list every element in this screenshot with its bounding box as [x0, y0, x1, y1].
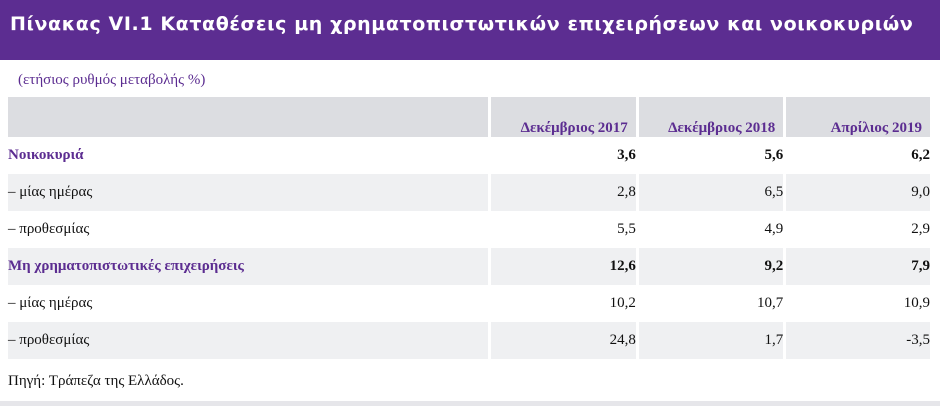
- table-row: – προθεσμίας 5,5 4,9 2,9: [8, 211, 930, 248]
- column-header-dec-2017: Δεκέμβριος 2017: [488, 97, 636, 137]
- cell-value: 7,9: [783, 248, 930, 285]
- table-row: Νοικοκυριά 3,6 5,6 6,2: [8, 137, 930, 174]
- row-label: – μίας ημέρας: [8, 295, 93, 311]
- row-label: – προθεσμίας: [8, 221, 90, 237]
- table-subtitle: (ετήσιος ρυθμός μεταβολής %): [18, 72, 206, 88]
- cell-value: 12,6: [488, 248, 636, 285]
- row-label: Μη χρηματοπιστωτικές επιχειρήσεις: [8, 248, 489, 285]
- bottom-divider: [0, 401, 940, 406]
- cell-value: 5,5: [488, 211, 636, 248]
- cell-value: 2,9: [783, 211, 930, 248]
- row-label: Νοικοκυριά: [8, 147, 84, 163]
- cell-value: 9,2: [635, 248, 784, 285]
- table-row: – μίας ημέρας 2,8 6,5 9,0: [8, 174, 930, 211]
- cell-value: 1,7: [635, 322, 784, 359]
- cell-value: 24,8: [488, 322, 636, 359]
- row-label: – μίας ημέρας: [8, 174, 489, 211]
- cell-value: 10,9: [783, 285, 930, 322]
- table-row: Μη χρηματοπιστωτικές επιχειρήσεις 12,6 9…: [8, 248, 930, 285]
- source-note: Πηγή: Τράπεζα της Ελλάδος.: [8, 373, 184, 389]
- cell-value: 10,7: [635, 285, 783, 322]
- data-table: Δεκέμβριος 2017 Δεκέμβριος 2018 Απρίλιος…: [8, 97, 930, 359]
- cell-value: 4,9: [635, 211, 783, 248]
- cell-value: -3,5: [783, 322, 930, 359]
- row-label: – προθεσμίας: [8, 322, 489, 359]
- column-header-dec-2018: Δεκέμβριος 2018: [635, 97, 784, 137]
- cell-value: 6,2: [783, 137, 930, 174]
- cell-value: 3,6: [488, 137, 636, 174]
- table-row: – προθεσμίας 24,8 1,7 -3,5: [8, 322, 930, 359]
- title-bar: Πίνακας VI.1 Καταθέσεις μη χρηματοπιστωτ…: [0, 0, 940, 60]
- table-row: – μίας ημέρας 10,2 10,7 10,9: [8, 285, 930, 322]
- cell-value: 10,2: [488, 285, 636, 322]
- cell-value: 2,8: [488, 174, 636, 211]
- cell-value: 9,0: [783, 174, 930, 211]
- header-empty-cell: [8, 97, 489, 137]
- header-row: Δεκέμβριος 2017 Δεκέμβριος 2018 Απρίλιος…: [8, 97, 930, 137]
- cell-value: 5,6: [635, 137, 783, 174]
- table-title: Πίνακας VI.1 Καταθέσεις μη χρηματοπιστωτ…: [10, 13, 914, 35]
- cell-value: 6,5: [635, 174, 784, 211]
- column-header-apr-2019: Απρίλιος 2019: [783, 97, 930, 137]
